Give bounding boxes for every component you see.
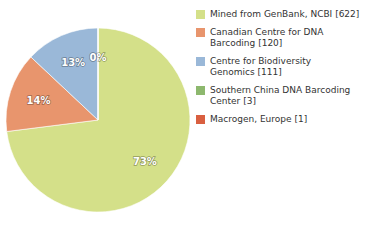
legend-label: Macrogen, Europe [1] xyxy=(210,114,307,124)
pie xyxy=(6,28,190,212)
legend-swatch xyxy=(196,28,205,37)
legend-label: Canadian Centre for DNABarcoding [120] xyxy=(210,27,324,48)
data-label: 73% xyxy=(133,156,157,167)
legend-swatch xyxy=(196,57,205,66)
legend: Mined from GenBank, NCBI [622] Canadian C… xyxy=(196,9,359,124)
legend-label: Southern China DNA BarcodingCenter [3] xyxy=(210,85,350,106)
chart: 73% 14% 13% 0% Mined from GenBank, NCBI [622… xyxy=(0,0,380,240)
data-label: 0% xyxy=(90,52,107,63)
slice xyxy=(98,28,99,120)
data-label: 14% xyxy=(27,95,51,106)
slice xyxy=(7,28,190,212)
data-label: 13% xyxy=(61,57,85,68)
legend-swatch xyxy=(196,10,205,19)
legend-label: Mined from GenBank, NCBI [622] xyxy=(210,9,359,19)
legend-swatch xyxy=(196,86,205,95)
legend-swatch xyxy=(196,115,205,124)
slice xyxy=(98,28,99,120)
slice xyxy=(31,28,98,120)
slice-labels: 73% 14% 13% 0% xyxy=(27,52,157,167)
legend-label: Centre for BiodiversityGenomics [111] xyxy=(210,56,312,77)
